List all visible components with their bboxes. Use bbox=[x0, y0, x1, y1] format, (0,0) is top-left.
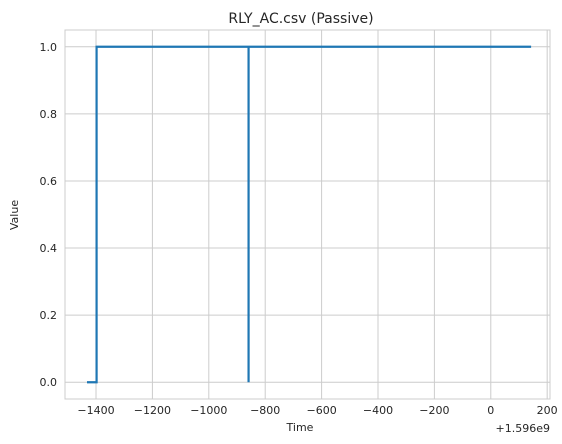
y-tick-label: 1.0 bbox=[40, 41, 58, 54]
y-tick-label: 0.0 bbox=[40, 376, 58, 389]
grid bbox=[65, 30, 550, 399]
x-tick-label: 0 bbox=[487, 404, 494, 417]
x-tick-label: −200 bbox=[419, 404, 449, 417]
x-tick-labels: −1400 −1200 −1000 −800 −600 −400 −200 0 200 bbox=[77, 404, 557, 417]
series-layer bbox=[86, 45, 532, 384]
series-line bbox=[86, 45, 532, 384]
y-tick-labels: 0.0 0.2 0.4 0.6 0.8 1.0 bbox=[40, 41, 58, 389]
y-tick-label: 0.8 bbox=[40, 108, 58, 121]
x-axis-offset-label: +1.596e9 bbox=[496, 422, 550, 435]
x-tick-label: −400 bbox=[363, 404, 393, 417]
y-tick-label: 0.4 bbox=[40, 242, 58, 255]
chart-title: RLY_AC.csv (Passive) bbox=[228, 11, 373, 27]
x-tick-label: 200 bbox=[537, 404, 558, 417]
x-axis-label: Time bbox=[286, 421, 314, 434]
x-tick-label: −1200 bbox=[134, 404, 171, 417]
y-axis-label: Value bbox=[8, 200, 21, 230]
x-tick-label: −800 bbox=[250, 404, 280, 417]
x-tick-label: −600 bbox=[306, 404, 336, 417]
y-tick-label: 0.2 bbox=[40, 309, 58, 322]
x-tick-label: −1400 bbox=[77, 404, 114, 417]
y-tick-label: 0.6 bbox=[40, 175, 58, 188]
plot-frame bbox=[64, 29, 551, 400]
x-tick-label: −1000 bbox=[190, 404, 227, 417]
